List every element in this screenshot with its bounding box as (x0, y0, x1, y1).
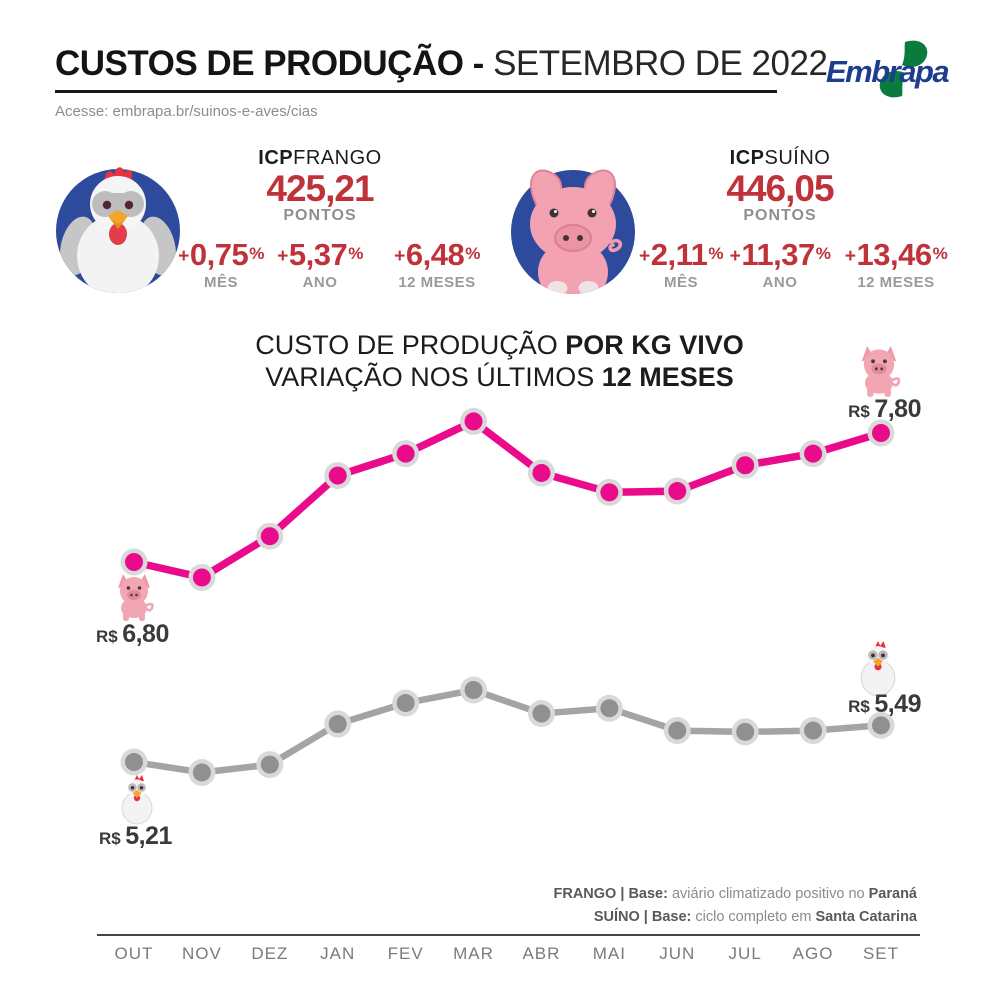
month-label-mar: MAR (453, 944, 494, 963)
month-label-mai: MAI (592, 944, 626, 963)
icp-frango-points: 425,21 (266, 168, 374, 209)
footnote-suino: SUÍNO | Base: ciclo completo em Santa Ca… (593, 909, 917, 925)
pig-icon-small-end (853, 344, 905, 403)
data-point-frango (464, 680, 483, 699)
chicken-icon (53, 144, 183, 294)
data-point-suino (600, 483, 619, 502)
frango-delta-12months: +6,48% 12 MESES (394, 237, 480, 291)
data-point-suino (125, 553, 143, 571)
data-point-frango (396, 694, 415, 713)
data-point-suino (260, 527, 279, 546)
x-axis-labels: OUT NOV DEZ JAN FEV MAR ABR MAI JUN JUL AGO SET (0, 944, 999, 968)
data-point-suino (532, 463, 551, 482)
month-label-fev: FEV (387, 944, 424, 963)
frango-end-value: R$ 5,49 (848, 690, 921, 718)
frango-delta-month: +0,75% MÊS (178, 237, 264, 291)
pig-icon-small-start (110, 572, 158, 627)
icp-suino-title: ICPSUÍNO (680, 147, 880, 170)
data-point-frango (192, 763, 211, 782)
suino-delta-year: +11,37% ANO (729, 237, 831, 291)
series-line-suino (133, 417, 883, 582)
frango-start-value: R$ 5,21 (99, 822, 172, 850)
chicken-icon-small-start (114, 774, 160, 831)
data-point-suino (464, 412, 483, 431)
icp-suino-title-light: SUÍNO (764, 147, 831, 169)
page-title: CUSTOS DE PRODUÇÃO - SETEMBRO DE 2022 (55, 44, 828, 84)
title-underline (55, 90, 777, 93)
data-point-frango (872, 716, 890, 735)
icp-frango-title-bold: ICP (258, 147, 294, 169)
icp-suino-points-label: PONTOS (743, 207, 817, 224)
chart-title-line2: VARIAÇÃO NOS ÚLTIMOS 12 MESES (265, 362, 734, 392)
data-point-frango (600, 699, 619, 718)
month-label-set: SET (862, 944, 900, 963)
month-label-out: OUT (114, 944, 154, 963)
icp-frango-title: ICPFRANGO (220, 147, 420, 170)
month-label-abr: ABR (522, 944, 561, 963)
x-axis-line (97, 934, 920, 936)
month-label-jun: JUN (659, 944, 696, 963)
frango-delta-year: +5,37% ANO (277, 237, 363, 291)
data-point-frango (260, 755, 279, 774)
data-point-suino (396, 444, 415, 463)
series-line-frango (133, 686, 882, 776)
pig-icon (508, 144, 638, 294)
data-point-frango (668, 721, 687, 740)
data-point-suino (872, 424, 890, 442)
suino-delta-month: +2,11% MÊS (639, 237, 723, 291)
icp-suino-points: 446,05 (726, 168, 834, 209)
page-title-period: SETEMBRO DE 2022 (493, 44, 828, 83)
embrapa-logo-text: Embrapa (826, 54, 950, 89)
suino-delta-12months: +13,46% 12 MESES (844, 237, 948, 291)
footnote-frango: FRANGO | Base: aviário climatizado posit… (553, 886, 918, 902)
embrapa-logo: Embrapa (826, 40, 976, 100)
month-label-dez: DEZ (251, 944, 289, 963)
embrapa-leaf-icon (879, 40, 928, 98)
suino-start-value: R$ 6,80 (96, 620, 169, 648)
month-label-nov: NOV (181, 944, 222, 963)
page-title-bold: CUSTOS DE PRODUÇÃO - (55, 44, 484, 83)
data-point-frango (804, 721, 823, 740)
data-point-suino (328, 466, 347, 485)
data-point-frango (532, 704, 551, 723)
data-point-suino (736, 456, 755, 475)
data-point-frango (736, 722, 755, 741)
data-point-frango (125, 753, 143, 771)
chicken-icon-small-end (852, 640, 904, 703)
icp-frango-points-label: PONTOS (283, 207, 357, 224)
website-link: Acesse: embrapa.br/suinos-e-aves/cias (55, 103, 318, 120)
month-label-jan: JAN (320, 944, 356, 963)
month-label-jul: JUL (728, 944, 762, 963)
data-point-suino (668, 482, 687, 501)
data-point-suino (804, 444, 823, 463)
icp-suino-title-bold: ICP (729, 147, 765, 169)
month-label-ago: AGO (792, 944, 834, 963)
icp-frango-title-light: FRANGO (293, 147, 382, 169)
chart-title-line1: CUSTO DE PRODUÇÃO POR KG VIVO (255, 330, 744, 360)
suino-end-value: R$ 7,80 (848, 395, 921, 423)
data-point-frango (328, 715, 347, 734)
data-point-suino (192, 568, 211, 587)
